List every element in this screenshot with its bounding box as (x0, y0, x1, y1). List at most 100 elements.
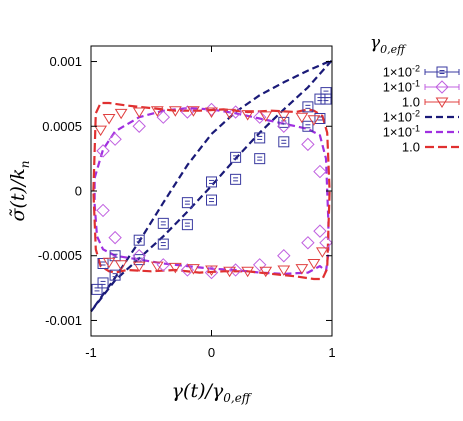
data-point (320, 93, 332, 105)
legend-marker-1 (436, 66, 448, 78)
data-point (102, 257, 116, 269)
data-point (205, 265, 218, 276)
data-point (102, 114, 116, 125)
data-point (228, 105, 243, 119)
data-point (205, 107, 218, 118)
x-tick-label: 0 (208, 345, 215, 360)
data-point (206, 176, 217, 188)
data-point (150, 106, 164, 117)
x-tick-label: 1 (328, 345, 335, 360)
data-point (314, 113, 326, 124)
data-point (114, 260, 128, 271)
data-point (96, 203, 110, 218)
data-point (230, 173, 242, 185)
data-point (302, 101, 314, 113)
data-point (252, 258, 267, 272)
data-point (168, 106, 182, 117)
marker-series-3 (94, 106, 329, 278)
line-series-layer (90, 59, 334, 313)
data-point (97, 277, 109, 289)
data-point (295, 112, 309, 124)
data-point (259, 111, 273, 122)
data-point (230, 151, 242, 163)
data-point (187, 106, 200, 117)
data-point (241, 266, 255, 278)
data-point (180, 263, 195, 277)
data-point (314, 93, 326, 105)
data-point (132, 107, 146, 118)
data-point (96, 144, 110, 158)
y-tick-label: 0 (75, 184, 82, 199)
legend-label-marker-3: 1.0 (402, 95, 420, 110)
data-point (150, 261, 164, 273)
data-point (180, 105, 195, 119)
data-point (315, 247, 329, 258)
legend: γ0,eff 1×10-21×10-11.01×10-21×10-11.0 (370, 33, 460, 155)
data-point (91, 283, 103, 295)
data-point (254, 153, 266, 165)
data-point (133, 234, 145, 246)
data-point (181, 197, 193, 209)
data-point (278, 136, 290, 148)
data-point (181, 219, 193, 231)
legend-label-line-2: 1×10-1 (383, 124, 420, 140)
data-point (254, 132, 266, 144)
plot-frame (90, 45, 333, 337)
legend-label-marker-2: 1×10-1 (383, 79, 420, 95)
data-point (259, 266, 273, 278)
data-point (206, 194, 217, 206)
data-point (168, 262, 182, 274)
x-axis-label: γ(t)/γ0,eff (172, 380, 253, 405)
data-point (108, 132, 122, 146)
data-point (108, 230, 122, 245)
y-axis-label: σ̃(t)/kn (7, 160, 32, 221)
data-point (277, 249, 291, 263)
data-point (302, 120, 314, 132)
data-point (241, 110, 255, 121)
legend-marker-3 (435, 97, 449, 108)
data-point (109, 269, 121, 281)
data-point (132, 261, 146, 273)
data-point (156, 258, 171, 272)
data-point (223, 266, 236, 278)
line-series-3 (92, 101, 331, 281)
data-point (307, 259, 321, 270)
data-point (187, 264, 200, 275)
data-point (157, 238, 169, 250)
data-point (252, 110, 267, 124)
marker-series-1 (91, 87, 332, 295)
data-point (94, 125, 108, 137)
data-point (301, 137, 315, 152)
line-series-2 (93, 106, 330, 275)
data-point (204, 102, 219, 117)
y-tick-label: -0.001 (45, 313, 82, 328)
marker-series-layer (91, 87, 333, 295)
data-point (307, 115, 321, 126)
data-point (156, 110, 171, 124)
y-tick-label: 0.0005 (42, 119, 82, 134)
line-series-1 (90, 59, 334, 313)
legend-marker-2 (435, 80, 449, 94)
axis-ticks: -1 0 1 -0.001 -0.0005 0 0.0005 0.001 (38, 46, 336, 360)
data-point (223, 108, 236, 120)
data-point (97, 258, 109, 269)
data-point (320, 87, 332, 99)
y-tick-label: 0.001 (49, 54, 82, 69)
data-point (313, 164, 327, 179)
data-point (313, 224, 327, 238)
data-point (277, 111, 291, 122)
y-tick-label: -0.0005 (38, 248, 82, 263)
data-point (277, 119, 291, 133)
data-point (157, 217, 169, 229)
x-tick-label: -1 (85, 345, 97, 360)
data-point (204, 265, 219, 280)
legend-label-marker-1: 1×10-2 (383, 64, 420, 80)
data-point (301, 236, 315, 250)
legend-title: γ0,eff (370, 33, 407, 56)
data-point (277, 265, 291, 276)
data-point (114, 108, 128, 120)
data-point (295, 264, 309, 275)
data-point (319, 236, 333, 250)
legend-label-line-1: 1×10-2 (383, 109, 420, 125)
